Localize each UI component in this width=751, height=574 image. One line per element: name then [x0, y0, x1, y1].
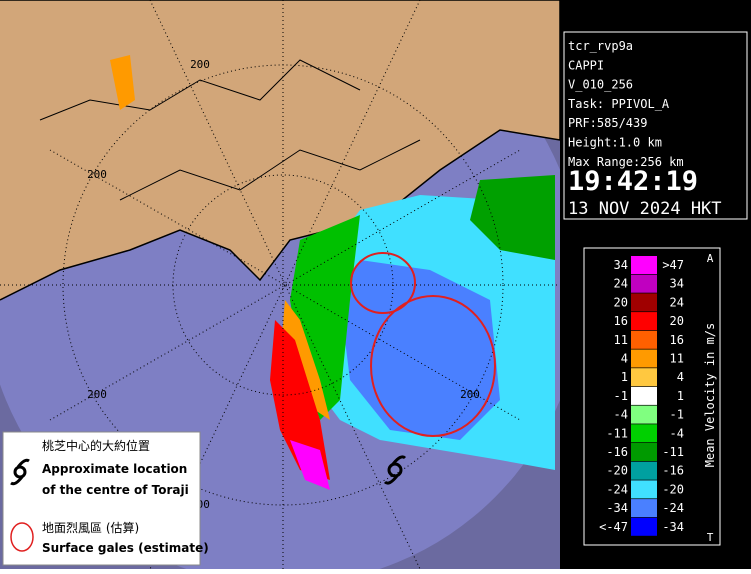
info: tcr_rvp9a CAPPI V_010_256 Task: PPIVOL_A PRF…: [568, 39, 684, 169]
legend-typhoon-symbol: [10, 458, 30, 486]
scale-high: 16: [670, 333, 684, 347]
scale-high: -34: [662, 520, 684, 534]
scale-swatch: [631, 424, 657, 443]
scale-high: -1: [670, 408, 684, 422]
scale-low: 24: [614, 277, 628, 291]
time: 19:42:19: [568, 166, 698, 197]
echo-magenta: [290, 440, 330, 490]
scale-low: -34: [606, 501, 628, 515]
info-line: Task: PPIVOL_A: [568, 97, 670, 111]
scale-high: 11: [670, 352, 684, 366]
scale-swatch: [631, 443, 657, 461]
scale-low: -1: [614, 389, 628, 403]
scale-swatch: [631, 517, 657, 536]
scale-swatch: [631, 499, 657, 518]
scale-swatch: [631, 368, 657, 387]
scale-high: 20: [670, 314, 684, 328]
legend-text: Approximate location: [42, 462, 187, 476]
scale-low: 20: [614, 295, 628, 309]
legend-text: 地面烈風區 (估算): [42, 520, 139, 535]
legend-text: of the centre of Toraji: [42, 483, 189, 497]
legend-box: [2, 431, 201, 566]
legend-gale-symbol: [10, 522, 34, 552]
scale-low: 34: [614, 258, 628, 272]
range-label: 200: [87, 388, 107, 401]
scale-low: <-47: [599, 520, 628, 534]
info-box: [563, 31, 748, 220]
scale-low: 1: [621, 370, 628, 384]
legend-text: Surface gales (estimate): [42, 541, 209, 555]
echo-green-ne: [470, 175, 555, 260]
scale-letter: A: [707, 252, 714, 265]
scale-low: 4: [621, 352, 628, 366]
info-line: V_010_256: [568, 78, 633, 92]
scale-low: 16: [614, 314, 628, 328]
typhoon-symbol: [383, 455, 407, 485]
range-label: 200: [190, 58, 210, 71]
scale-swatch: [631, 386, 657, 405]
date: 13 NOV 2024 HKT: [568, 199, 722, 219]
info-line: Height:1.0 km: [568, 136, 662, 150]
scale-low: -24: [606, 482, 628, 496]
echo-red: [270, 320, 330, 480]
scale-high: >47: [662, 258, 684, 272]
echo-small: [110, 55, 135, 110]
scale-swatch: [631, 256, 657, 274]
info-line: Max Range:256 km: [568, 155, 684, 169]
scale-high: -20: [662, 482, 684, 496]
map: 200 200 200 200 200: [0, 0, 560, 569]
scale-low: 11: [614, 333, 628, 347]
scale-swatch: [631, 330, 657, 349]
land: [0, 0, 560, 300]
scale-box: [583, 247, 721, 546]
info-line: PRF:585/439: [568, 116, 647, 130]
info-line: tcr_rvp9a: [568, 39, 633, 53]
scale-high: 24: [670, 295, 684, 309]
range-label: 200: [460, 388, 480, 401]
scale-high: 34: [670, 277, 684, 291]
scale-swatch: [631, 405, 657, 424]
scale-swatch: [631, 480, 657, 499]
range-label: 200: [87, 168, 107, 181]
scale-low: -20: [606, 464, 628, 478]
scale-title: Mean Velocity in m/s: [703, 323, 717, 468]
scale-high: -11: [662, 445, 684, 459]
info-line: CAPPI: [568, 58, 604, 72]
scale-high: 4: [677, 370, 684, 384]
scale-high: 1: [677, 389, 684, 403]
echo-orange: [280, 300, 330, 420]
scale-swatch: [631, 461, 657, 480]
scale-swatch: [631, 293, 657, 312]
scale-swatch: [631, 349, 657, 368]
scale-high: -24: [662, 501, 684, 515]
scale-swatch: [631, 312, 657, 331]
gale-area: [350, 252, 416, 314]
borders: [39, 59, 421, 201]
scale-low: -16: [606, 445, 628, 459]
echo-blue: [340, 260, 500, 440]
gale-area: [370, 295, 496, 437]
scale-letter: T: [707, 531, 714, 544]
scale-swatch: [631, 274, 657, 293]
scale-high: -4: [670, 426, 684, 440]
coastline: [0, 0, 560, 301]
scale-high: -16: [662, 464, 684, 478]
legend-text: 桃芝中心的大約位置: [42, 438, 150, 453]
scale-low: -4: [614, 408, 628, 422]
scale-low: -11: [606, 426, 628, 440]
